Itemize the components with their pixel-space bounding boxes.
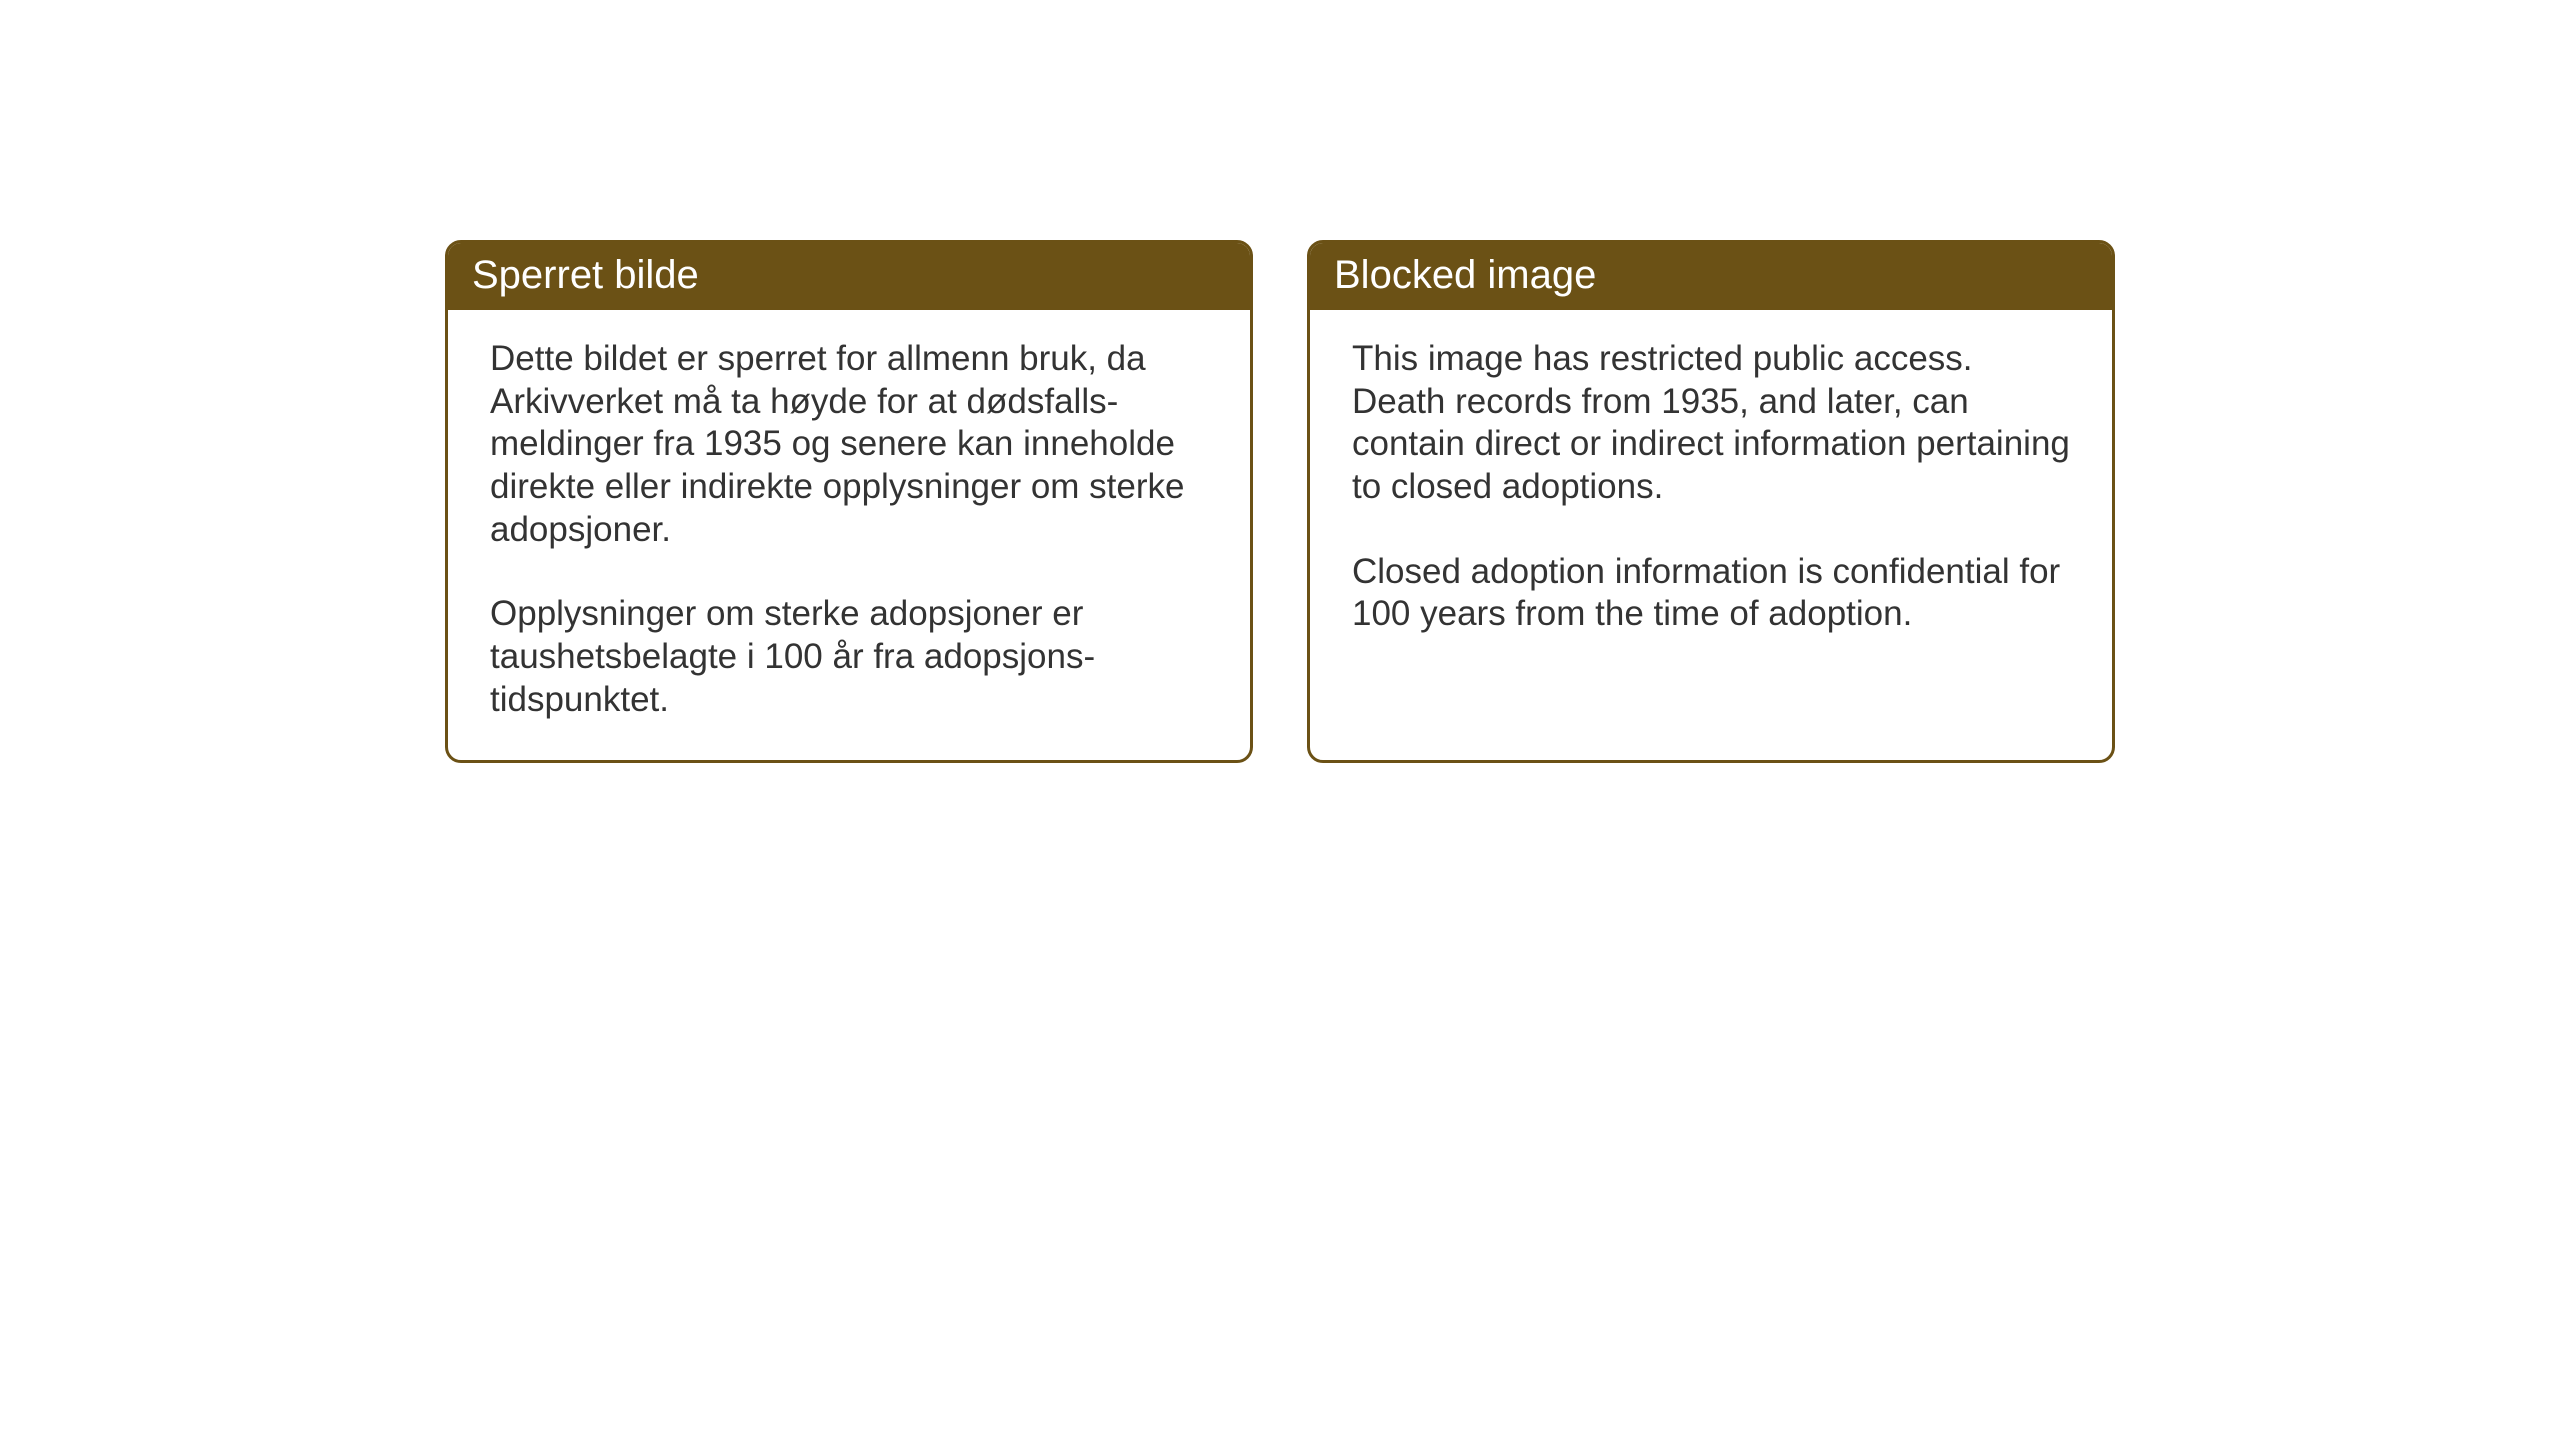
card-body-norwegian: Dette bildet er sperret for allmenn bruk… xyxy=(448,310,1250,760)
notice-card-english: Blocked image This image has restricted … xyxy=(1307,240,2115,763)
card-header-norwegian: Sperret bilde xyxy=(448,243,1250,310)
norwegian-paragraph-1: Dette bildet er sperret for allmenn bruk… xyxy=(490,338,1208,551)
card-title-norwegian: Sperret bilde xyxy=(472,253,699,297)
card-body-english: This image has restricted public access.… xyxy=(1310,310,2112,724)
notice-container: Sperret bilde Dette bildet er sperret fo… xyxy=(445,240,2115,763)
english-paragraph-1: This image has restricted public access.… xyxy=(1352,338,2070,509)
english-paragraph-2: Closed adoption information is confident… xyxy=(1352,551,2070,636)
norwegian-paragraph-2: Opplysninger om sterke adopsjoner er tau… xyxy=(490,593,1208,721)
notice-card-norwegian: Sperret bilde Dette bildet er sperret fo… xyxy=(445,240,1253,763)
card-header-english: Blocked image xyxy=(1310,243,2112,310)
card-title-english: Blocked image xyxy=(1334,253,1596,297)
